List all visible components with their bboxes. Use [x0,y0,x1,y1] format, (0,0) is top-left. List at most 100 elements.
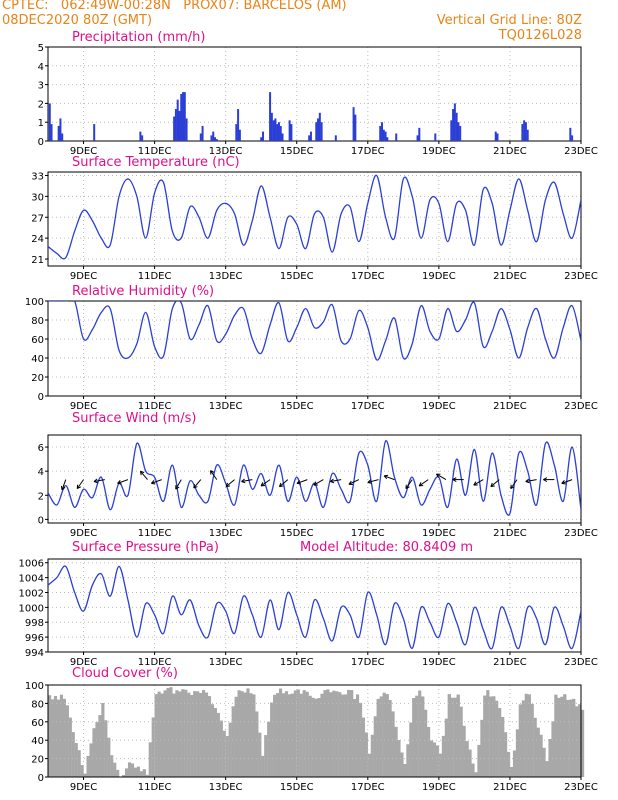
x-tick-label: 17DEC [351,146,385,157]
precip-bar [238,129,241,141]
y-tick-label: 4 [38,467,44,478]
precip-bar [450,120,453,141]
wind-arrow-head [140,470,145,474]
cloud-bar [412,698,416,777]
precip-bar [496,133,499,141]
cloud-bar [581,709,585,777]
cloud-bar [415,695,419,777]
cloud-bar [477,744,481,777]
cloud-bar [512,750,517,777]
y-tick-label: 1006 [19,559,44,570]
cloud-bar [518,704,522,777]
plot-frame [47,300,582,397]
wind-arrow [241,479,253,483]
cloud-bar [317,698,321,777]
cloud-bar [533,717,537,777]
cloud-bar [201,690,206,777]
cloud-bar [178,691,182,777]
cloud-bar [160,693,164,777]
cloud-bar [258,732,262,777]
wind-arrow [383,475,395,481]
precip-bar [290,124,293,141]
cloud-bar [287,694,292,777]
wind-arrow [279,479,289,488]
cloud-bar [542,747,546,777]
cloud-bar [566,699,570,777]
cloud-bar [376,698,380,777]
cloud-bar [122,774,126,777]
y-tick-label: 24 [31,234,44,245]
cloud-bar [50,699,55,777]
precip-bar [334,135,337,141]
panel-1: 0 1 2 3 4 5 9DEC 11DEC 13DEC 15DEC 17DEC 19DEC 21DEC… [38,30,598,157]
cloud-bar [456,694,460,777]
precip-bar [571,135,574,141]
cloud-bar [133,767,138,777]
header-run-id: TQ0126L028 [498,28,582,43]
cloud-bar [462,725,466,777]
cloud-bar [175,690,179,777]
precip-bar [524,122,527,141]
x-tick-label: 21DEC [493,528,527,539]
wind-arrow-head [76,486,82,490]
wind-arrow-head [210,470,215,473]
panel-title: Cloud Cover (%) [72,666,178,681]
wind-arrow [210,470,218,480]
precip-bar [523,120,526,141]
cloud-bar [273,694,277,777]
wind-arrow-head [405,486,410,490]
cloud-bar [157,691,161,777]
wind-arrow [151,479,162,484]
precip-bar [288,120,291,141]
plot-frame [47,171,582,267]
wind-arrow-head [418,482,422,487]
cloud-bar [181,689,185,777]
cloud-bar [394,726,398,777]
cloud-bar [539,734,543,777]
cloud-bar [89,743,93,777]
x-tick-label: 23DEC [564,401,598,412]
cloud-bar [578,704,582,777]
cloud-bar [486,690,490,777]
wind-arrow-head [525,478,530,482]
x-tick-label: 13DEC [209,782,243,793]
y-tick-label: 100 [25,681,44,692]
wind-arrow-head [383,475,388,480]
cloud-bar [498,708,502,777]
cloud-bar [130,763,135,777]
precip-bar [308,135,311,141]
x-tick-label: 9DEC [70,528,97,539]
cloud-bar [397,740,401,777]
cloud-bar [59,694,63,777]
cloud-bar [222,730,226,777]
cloud-bar [278,688,283,777]
precip-bar [521,124,524,141]
cloud-bar [290,693,294,777]
y-tick-label: 1 [38,118,44,129]
wind-arrow-head [561,480,565,484]
cloud-bar [424,709,428,777]
cloud-bar [429,740,434,777]
cloud-bar [400,752,404,777]
precip-bar [277,122,280,141]
wind-arrow-head [525,481,530,484]
cloud-bar [524,693,528,777]
cloud-bar [308,695,312,777]
precip-bar [272,120,275,141]
y-tick-label: 0 [38,392,44,403]
precip-bar [452,109,455,141]
precip-bar [178,110,181,141]
cloud-bar [276,693,280,777]
precip-bar [185,118,188,141]
cloud-bar [355,694,360,777]
wind-arrow-head [139,471,142,476]
wind-arrow [510,479,518,489]
cloud-bar [515,729,520,777]
cloud-bar [338,692,342,777]
wind-arrow-head [61,486,66,491]
precip-bar [210,135,213,141]
x-tick-label: 13DEC [209,528,243,539]
precip-bar [354,114,357,141]
y-tick-label: 1000 [19,603,44,614]
x-tick-label: 15DEC [280,146,314,157]
